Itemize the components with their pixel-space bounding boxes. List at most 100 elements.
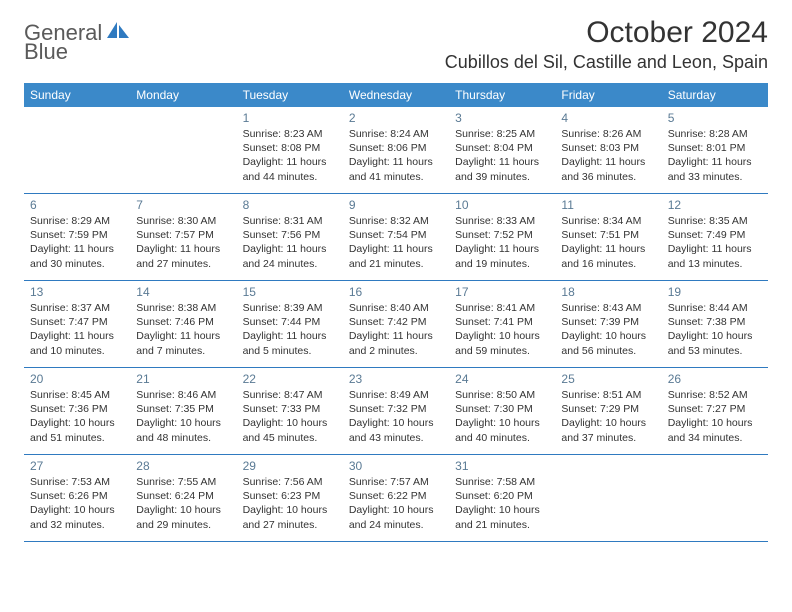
sunrise-line: Sunrise: 8:47 AM [243, 388, 337, 402]
day-number: 8 [243, 198, 337, 212]
sunrise-line: Sunrise: 8:30 AM [136, 214, 230, 228]
daylight-line: Daylight: 11 hours and 13 minutes. [668, 242, 762, 270]
daylight-line: Daylight: 10 hours and 48 minutes. [136, 416, 230, 444]
daylight-line: Daylight: 11 hours and 10 minutes. [30, 329, 124, 357]
daylight-line: Daylight: 11 hours and 21 minutes. [349, 242, 443, 270]
week-row: 27Sunrise: 7:53 AMSunset: 6:26 PMDayligh… [24, 455, 768, 542]
day-number: 27 [30, 459, 124, 473]
day-number: 14 [136, 285, 230, 299]
daylight-line: Daylight: 11 hours and 39 minutes. [455, 155, 549, 183]
week-row: 20Sunrise: 8:45 AMSunset: 7:36 PMDayligh… [24, 368, 768, 455]
day-cell: 23Sunrise: 8:49 AMSunset: 7:32 PMDayligh… [343, 368, 449, 454]
day-number: 11 [561, 198, 655, 212]
day-cell: 16 Sunrise: 8:40 AMSunset: 7:42 PMDayligh… [343, 281, 449, 367]
sunrise-line: Sunrise: 8:33 AM [455, 214, 549, 228]
month-title: October 2024 [445, 16, 768, 50]
daylight-line: Daylight: 11 hours and 24 minutes. [243, 242, 337, 270]
day-number: 25 [561, 372, 655, 386]
day-number: 12 [668, 198, 762, 212]
day-cell: 20Sunrise: 8:45 AMSunset: 7:36 PMDayligh… [24, 368, 130, 454]
day-cell: 29Sunrise: 7:56 AMSunset: 6:23 PMDayligh… [237, 455, 343, 541]
day-cell: 28Sunrise: 7:55 AMSunset: 6:24 PMDayligh… [130, 455, 236, 541]
daylight-line: Daylight: 11 hours and 36 minutes. [561, 155, 655, 183]
day-number: 30 [349, 459, 443, 473]
sunset-line: Sunset: 6:20 PM [455, 489, 549, 503]
day-cell: 26Sunrise: 8:52 AMSunset: 7:27 PMDayligh… [662, 368, 768, 454]
sunrise-line: Sunrise: 8:38 AM [136, 301, 230, 315]
day-cell: 18Sunrise: 8:43 AMSunset: 7:39 PMDayligh… [555, 281, 661, 367]
day-cell: 19Sunrise: 8:44 AMSunset: 7:38 PMDayligh… [662, 281, 768, 367]
day-number: 29 [243, 459, 337, 473]
daylight-line: Daylight: 11 hours and 2 minutes. [349, 329, 443, 357]
daylight-line: Daylight: 11 hours and 16 minutes. [561, 242, 655, 270]
header: General Blue October 2024 Cubillos del S… [24, 16, 768, 73]
daylight-line: Daylight: 11 hours and 5 minutes. [243, 329, 337, 357]
daylight-line: Daylight: 10 hours and 37 minutes. [561, 416, 655, 444]
sunset-line: Sunset: 6:23 PM [243, 489, 337, 503]
day-number: 28 [136, 459, 230, 473]
day-number: 15 [243, 285, 337, 299]
day-number: 18 [561, 285, 655, 299]
sunrise-line: Sunrise: 8:24 AM [349, 127, 443, 141]
logo-text-wrap: General Blue [24, 20, 133, 63]
day-cell: 21Sunrise: 8:46 AMSunset: 7:35 PMDayligh… [130, 368, 236, 454]
day-number: 9 [349, 198, 443, 212]
sunset-line: Sunset: 7:42 PM [349, 315, 443, 329]
day-number: 31 [455, 459, 549, 473]
daylight-line: Daylight: 10 hours and 21 minutes. [455, 503, 549, 531]
dow-header: Thursday [449, 83, 555, 107]
day-number: 24 [455, 372, 549, 386]
sunset-line: Sunset: 7:38 PM [668, 315, 762, 329]
sunrise-line: Sunrise: 7:57 AM [349, 475, 443, 489]
day-cell: 4Sunrise: 8:26 AMSunset: 8:03 PMDaylight… [555, 107, 661, 193]
daylight-line: Daylight: 10 hours and 24 minutes. [349, 503, 443, 531]
day-cell: 24Sunrise: 8:50 AMSunset: 7:30 PMDayligh… [449, 368, 555, 454]
daylight-line: Daylight: 10 hours and 43 minutes. [349, 416, 443, 444]
sunset-line: Sunset: 7:33 PM [243, 402, 337, 416]
day-number: 1 [243, 111, 337, 125]
daylight-line: Daylight: 11 hours and 44 minutes. [243, 155, 337, 183]
sunrise-line: Sunrise: 8:35 AM [668, 214, 762, 228]
sunset-line: Sunset: 8:04 PM [455, 141, 549, 155]
day-cell: 27Sunrise: 7:53 AMSunset: 6:26 PMDayligh… [24, 455, 130, 541]
sunrise-line: Sunrise: 8:49 AM [349, 388, 443, 402]
sunrise-line: Sunrise: 8:51 AM [561, 388, 655, 402]
daylight-line: Daylight: 10 hours and 45 minutes. [243, 416, 337, 444]
sunrise-line: Sunrise: 7:56 AM [243, 475, 337, 489]
sunset-line: Sunset: 7:57 PM [136, 228, 230, 242]
daylight-line: Daylight: 10 hours and 51 minutes. [30, 416, 124, 444]
sunset-line: Sunset: 7:54 PM [349, 228, 443, 242]
sunrise-line: Sunrise: 7:53 AM [30, 475, 124, 489]
day-number: 16 [349, 285, 443, 299]
sunset-line: Sunset: 7:59 PM [30, 228, 124, 242]
sunset-line: Sunset: 7:46 PM [136, 315, 230, 329]
daylight-line: Daylight: 10 hours and 34 minutes. [668, 416, 762, 444]
sunset-line: Sunset: 7:44 PM [243, 315, 337, 329]
title-block: October 2024 Cubillos del Sil, Castille … [445, 16, 768, 73]
sunset-line: Sunset: 7:52 PM [455, 228, 549, 242]
dow-header: Saturday [662, 83, 768, 107]
day-cell: 1Sunrise: 8:23 AMSunset: 8:08 PMDaylight… [237, 107, 343, 193]
daylight-line: Daylight: 11 hours and 30 minutes. [30, 242, 124, 270]
day-cell: 6Sunrise: 8:29 AMSunset: 7:59 PMDaylight… [24, 194, 130, 280]
day-number: 22 [243, 372, 337, 386]
sunrise-line: Sunrise: 8:32 AM [349, 214, 443, 228]
sunrise-line: Sunrise: 8:50 AM [455, 388, 549, 402]
day-cell: 12Sunrise: 8:35 AMSunset: 7:49 PMDayligh… [662, 194, 768, 280]
sunrise-line: Sunrise: 8:29 AM [30, 214, 124, 228]
sunrise-line: Sunrise: 8:44 AM [668, 301, 762, 315]
day-cell: 30Sunrise: 7:57 AMSunset: 6:22 PMDayligh… [343, 455, 449, 541]
day-number: 17 [455, 285, 549, 299]
day-cell: 2Sunrise: 8:24 AMSunset: 8:06 PMDaylight… [343, 107, 449, 193]
sunrise-line: Sunrise: 8:31 AM [243, 214, 337, 228]
sunrise-line: Sunrise: 8:40 AM [349, 301, 443, 315]
sunset-line: Sunset: 7:35 PM [136, 402, 230, 416]
day-number: 4 [561, 111, 655, 125]
sunset-line: Sunset: 7:47 PM [30, 315, 124, 329]
day-cell: 22 Sunrise: 8:47 AMSunset: 7:33 PMDayligh… [237, 368, 343, 454]
day-cell: 5Sunrise: 8:28 AMSunset: 8:01 PMDaylight… [662, 107, 768, 193]
sunset-line: Sunset: 8:08 PM [243, 141, 337, 155]
week-row: 1Sunrise: 8:23 AMSunset: 8:08 PMDaylight… [24, 107, 768, 194]
sunrise-line: Sunrise: 8:25 AM [455, 127, 549, 141]
daylight-line: Daylight: 11 hours and 33 minutes. [668, 155, 762, 183]
